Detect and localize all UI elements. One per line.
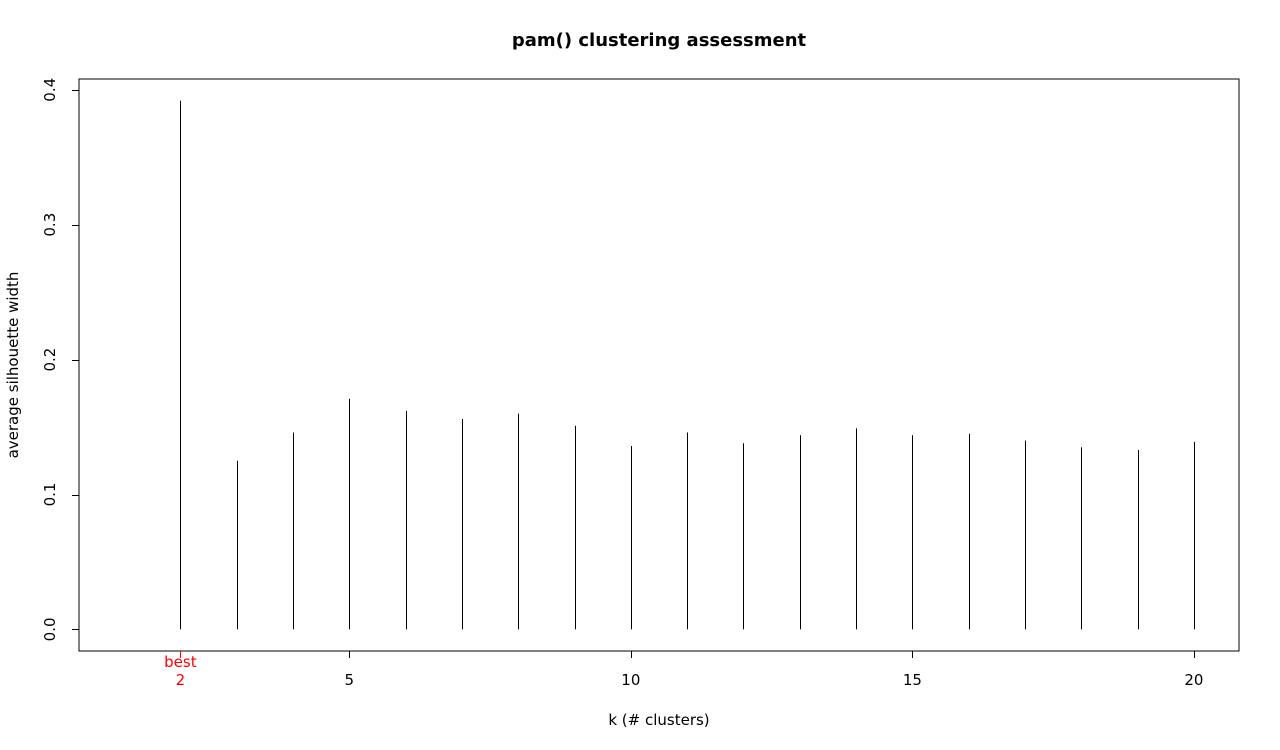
y-tick-label-3: 0.3 bbox=[41, 213, 59, 237]
plot-frame bbox=[78, 78, 1240, 652]
x-tick-label-15: 15 bbox=[903, 671, 922, 689]
y-tick-label-0: 0.0 bbox=[41, 617, 59, 641]
x-tick-label-5: 5 bbox=[345, 671, 355, 689]
y-tick-label-2: 0.2 bbox=[41, 348, 59, 372]
y-axis-label: average silhouette width bbox=[4, 272, 22, 459]
y-axis: 0.0 0.1 0.2 0.3 0.4 bbox=[41, 78, 80, 641]
x-tick-label-10: 10 bbox=[621, 671, 640, 689]
x-tick-label-20: 20 bbox=[1184, 671, 1203, 689]
x-axis-label: k (# clusters) bbox=[608, 711, 709, 729]
best-k-label: 2 bbox=[176, 671, 186, 689]
y-tick-label-4: 0.4 bbox=[41, 78, 59, 102]
bars-layer bbox=[180, 100, 1195, 630]
y-tick-label-1: 0.1 bbox=[41, 483, 59, 507]
chart-title: pam() clustering assessment bbox=[512, 30, 807, 51]
best-label: best bbox=[164, 653, 197, 671]
